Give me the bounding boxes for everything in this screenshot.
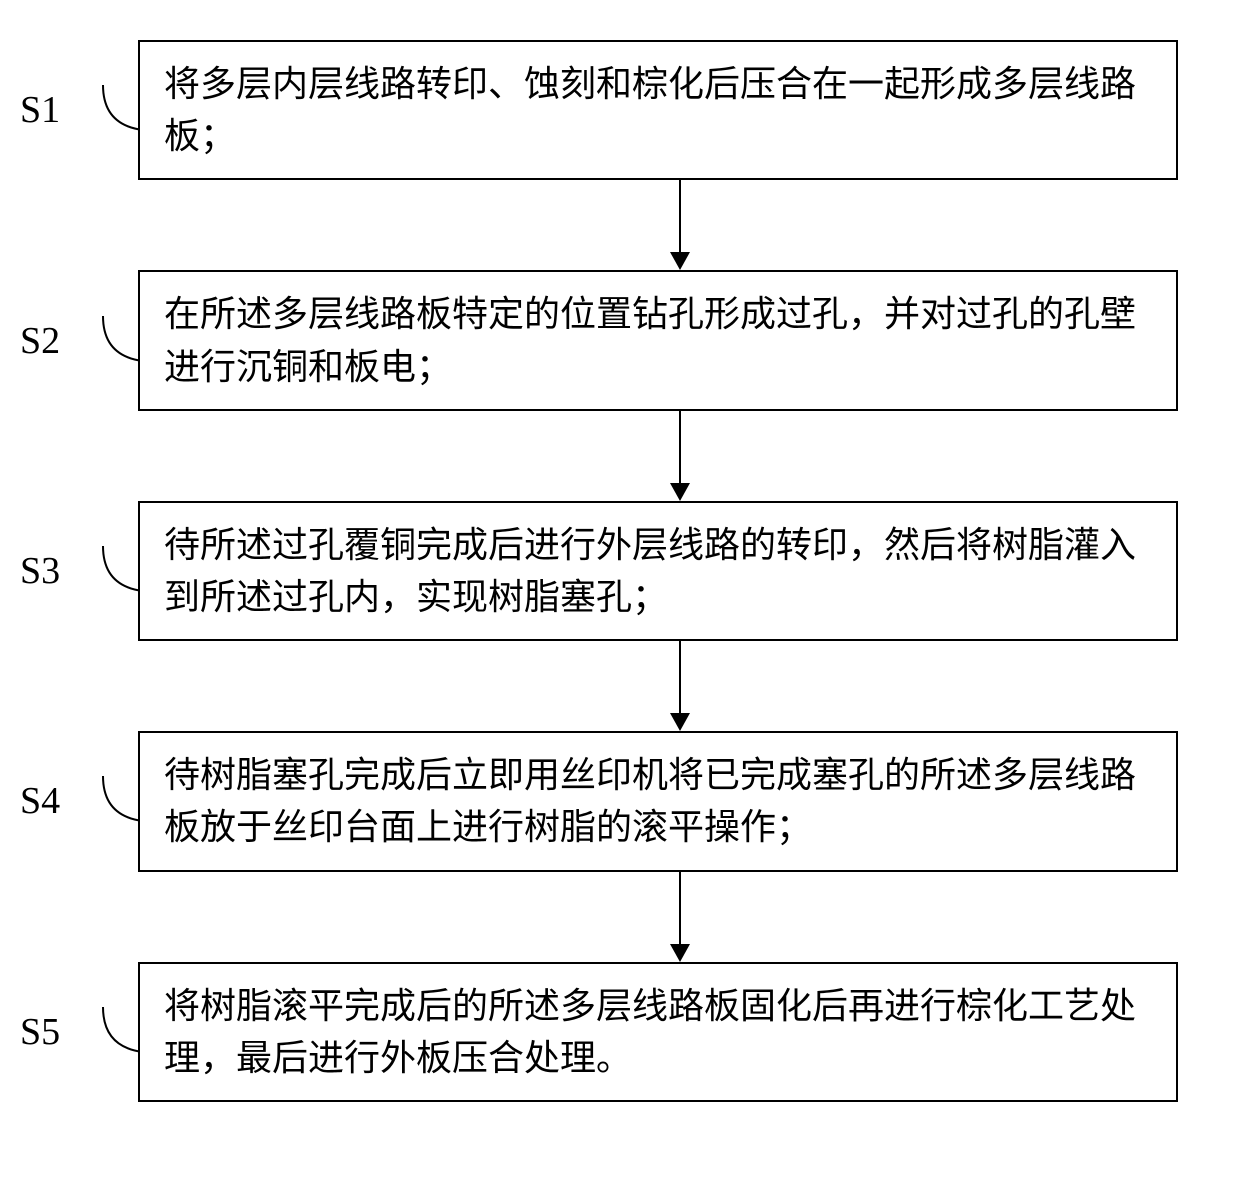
step-box-s2: 在所述多层线路板特定的位置钻孔形成过孔，并对过孔的孔壁进行沉铜和板电； (138, 270, 1178, 410)
step-row-s1: S1 将多层内层线路转印、蚀刻和棕化后压合在一起形成多层线路板； (20, 40, 1220, 180)
step-row-s4: S4 待树脂塞孔完成后立即用丝印机将已完成塞孔的所述多层线路板放于丝印台面上进行… (20, 731, 1220, 871)
step-row-s3: S3 待所述过孔覆铜完成后进行外层线路的转印，然后将树脂灌入到所述过孔内，实现树… (20, 501, 1220, 641)
arrow-container (20, 180, 1220, 270)
arrow-down-icon (660, 641, 700, 731)
step-row-s2: S2 在所述多层线路板特定的位置钻孔形成过孔，并对过孔的孔壁进行沉铜和板电； (20, 270, 1220, 410)
step-label-s2: S2 (20, 319, 110, 363)
step-label-s1: S1 (20, 88, 110, 132)
step-box-s3: 待所述过孔覆铜完成后进行外层线路的转印，然后将树脂灌入到所述过孔内，实现树脂塞孔… (138, 501, 1178, 641)
arrow-container (20, 872, 1220, 962)
step-label-s5: S5 (20, 1010, 110, 1054)
step-box-s4: 待树脂塞孔完成后立即用丝印机将已完成塞孔的所述多层线路板放于丝印台面上进行树脂的… (138, 731, 1178, 871)
arrow-down-icon (660, 180, 700, 270)
step-box-s1: 将多层内层线路转印、蚀刻和棕化后压合在一起形成多层线路板； (138, 40, 1178, 180)
step-box-s5: 将树脂滚平完成后的所述多层线路板固化后再进行棕化工艺处理，最后进行外板压合处理。 (138, 962, 1178, 1102)
arrow-container (20, 641, 1220, 731)
step-row-s5: S5 将树脂滚平完成后的所述多层线路板固化后再进行棕化工艺处理，最后进行外板压合… (20, 962, 1220, 1102)
arrow-down-icon (660, 872, 700, 962)
arrow-down-icon (660, 411, 700, 501)
arrow-container (20, 411, 1220, 501)
step-label-s3: S3 (20, 549, 110, 593)
step-label-s4: S4 (20, 779, 110, 823)
flowchart-container: S1 将多层内层线路转印、蚀刻和棕化后压合在一起形成多层线路板； S2 在所述多… (20, 40, 1220, 1102)
